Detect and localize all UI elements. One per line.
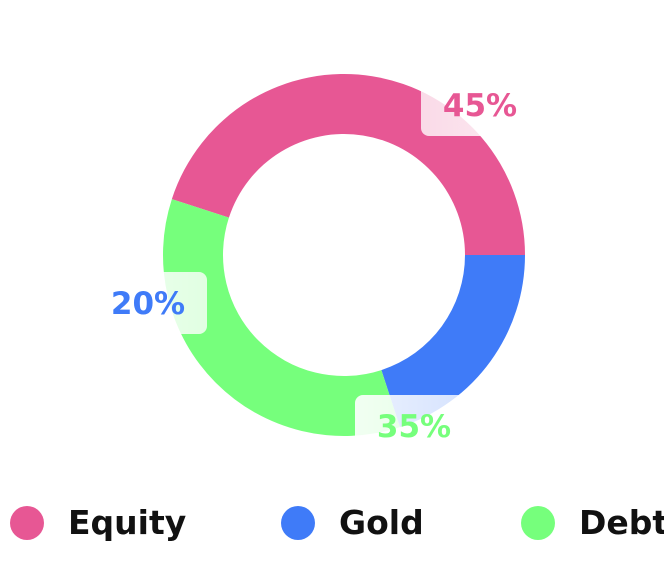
- data-label-box-gold: [89, 272, 207, 334]
- donut-slice-gold: [381, 255, 525, 428]
- legend-swatch-equity: [10, 505, 44, 540]
- data-label-equity: 45%: [443, 88, 517, 124]
- legend-item-debt: Debt: [521, 500, 664, 545]
- legend-label-gold: Gold: [339, 503, 424, 542]
- data-label-debt: 35%: [377, 409, 451, 445]
- data-label-box-debt: [355, 395, 473, 457]
- legend-label-debt: Debt: [579, 503, 664, 542]
- legend: Equity Gold Debt: [0, 500, 664, 545]
- legend-item-equity: Equity: [10, 500, 186, 545]
- legend-swatch-debt: [521, 505, 555, 540]
- chart-canvas: 45% 20% 35%: [89, 74, 539, 457]
- data-label-box-equity: [421, 74, 539, 136]
- legend-item-gold: Gold: [281, 500, 424, 545]
- data-label-gold: 20%: [111, 286, 185, 322]
- donut-slice-debt: [162, 199, 400, 436]
- legend-swatch-gold: [281, 505, 315, 540]
- legend-label-equity: Equity: [68, 503, 187, 542]
